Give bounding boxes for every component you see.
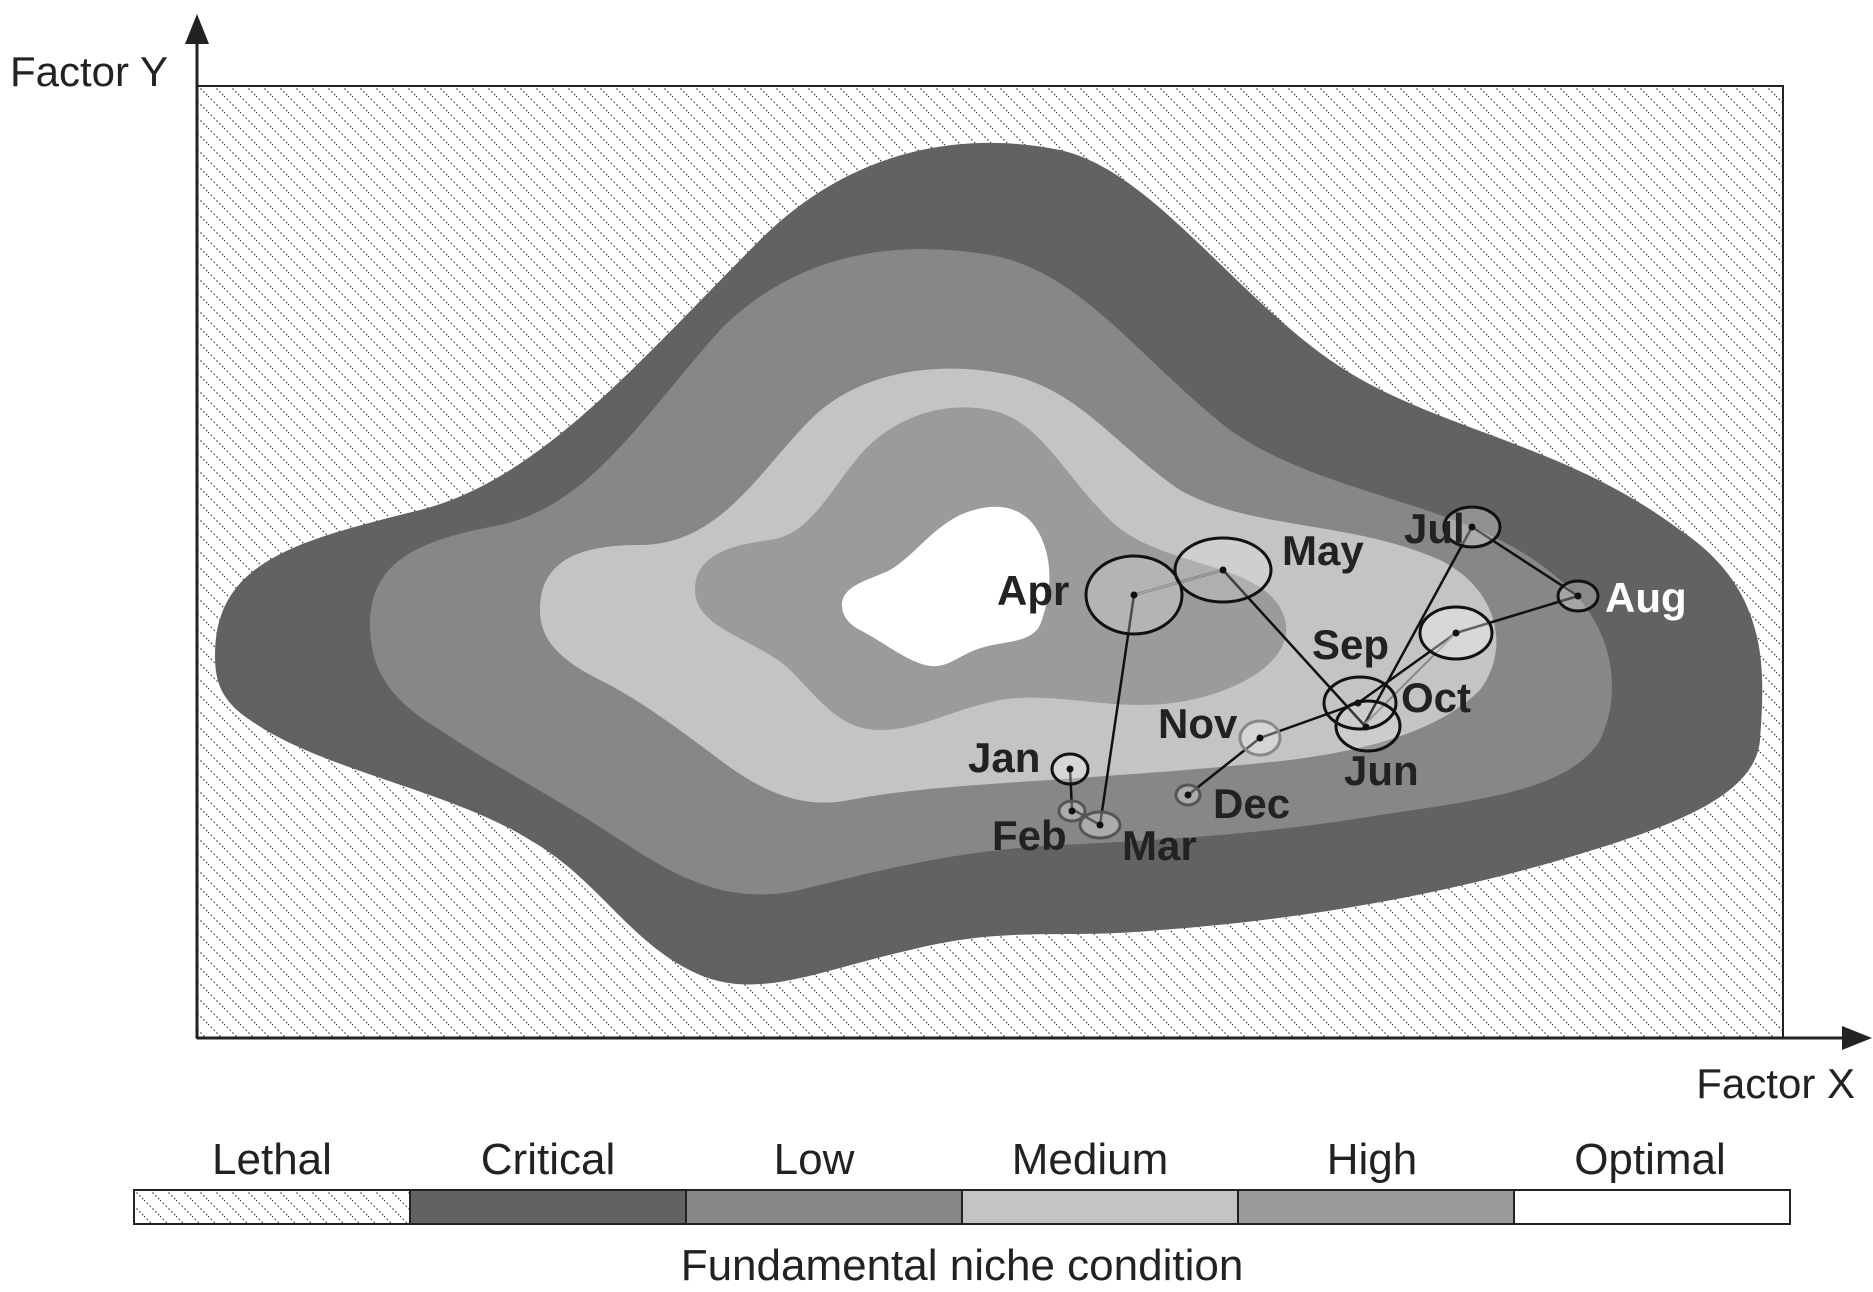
legend-label-optimal: Optimal	[1574, 1135, 1726, 1184]
month-label-aug: Aug	[1605, 574, 1687, 621]
month-label-jan: Jan	[968, 734, 1040, 781]
legend-title: Fundamental niche condition	[681, 1241, 1244, 1290]
legend-label-high: High	[1327, 1135, 1418, 1184]
legend: Lethal Critical Low Medium High Optimal …	[133, 1135, 1791, 1290]
zone-optimal	[842, 506, 1050, 667]
month-label-sep: Sep	[1312, 621, 1389, 668]
month-centres	[1066, 523, 1582, 829]
legend-swatch-critical	[409, 1189, 687, 1225]
ellipse-sep	[1322, 675, 1398, 731]
legend-swatch-high	[1237, 1189, 1515, 1225]
legend-label-low: Low	[774, 1135, 855, 1184]
month-label-dec: Dec	[1213, 780, 1290, 827]
legend-label-medium: Medium	[1012, 1135, 1169, 1184]
y-axis-label: Factor Y	[10, 48, 168, 95]
month-label-feb: Feb	[992, 812, 1067, 859]
month-label-may: May	[1282, 527, 1364, 574]
legend-swatch-lethal	[133, 1189, 411, 1225]
month-label-jun: Jun	[1344, 747, 1419, 794]
month-label-mar: Mar	[1122, 822, 1197, 869]
x-axis-arrow	[1842, 1026, 1872, 1050]
month-label-oct: Oct	[1401, 674, 1471, 721]
y-axis-arrow	[185, 14, 209, 44]
legend-swatch-low	[685, 1189, 963, 1225]
legend-label-lethal: Lethal	[212, 1135, 332, 1184]
month-label-apr: Apr	[997, 567, 1069, 614]
month-label-jul: Jul	[1404, 505, 1465, 552]
legend-swatch-optimal	[1513, 1189, 1791, 1225]
x-axis-label: Factor X	[1696, 1060, 1855, 1107]
legend-label-critical: Critical	[481, 1135, 615, 1184]
legend-swatch-medium	[961, 1189, 1239, 1225]
month-label-nov: Nov	[1158, 700, 1238, 747]
